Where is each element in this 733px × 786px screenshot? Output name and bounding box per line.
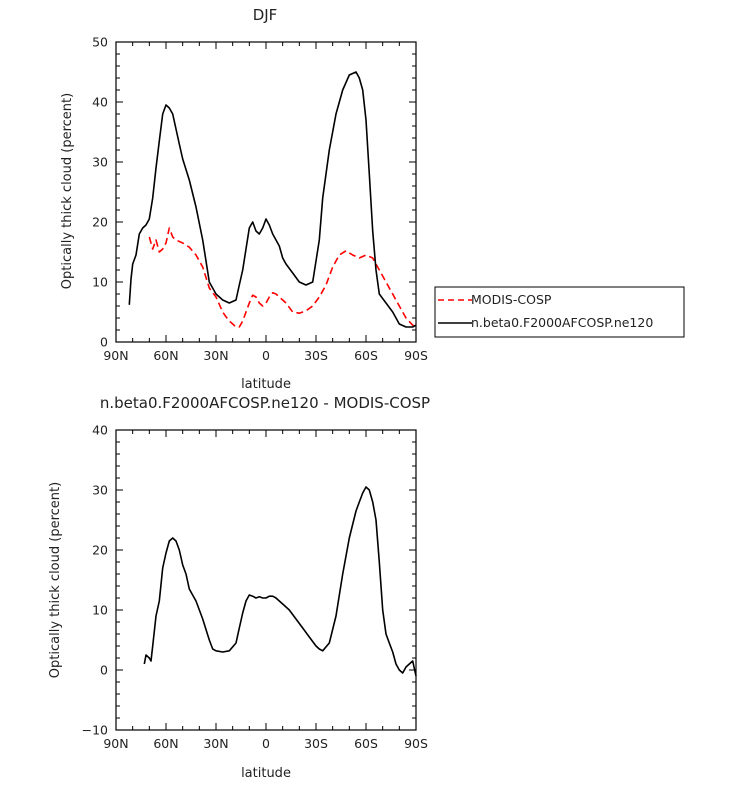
y-tick-label: 40 <box>92 423 108 438</box>
x-tick-label: 60N <box>153 736 178 751</box>
x-tick-label: 60S <box>354 348 378 363</box>
y-tick-label: 0 <box>100 663 108 678</box>
x-tick-label: 0 <box>262 348 270 363</box>
chart-title-top: DJF <box>253 6 278 24</box>
y-tick-label: 0 <box>100 335 108 350</box>
legend-label-modis-cosp: MODIS-COSP <box>471 292 552 307</box>
legend: MODIS-COSP n.beta0.F2000AFCOSP.ne120 <box>434 286 685 338</box>
x-axis-label-bottom: latitude <box>241 766 291 781</box>
x-tick-label: 60S <box>354 736 378 751</box>
x-tick-label: 30S <box>304 348 328 363</box>
x-tick-label: 90S <box>404 348 428 363</box>
legend-box <box>434 286 685 338</box>
x-tick-label: 60N <box>153 348 178 363</box>
y-tick-label: 30 <box>92 155 108 170</box>
x-tick-label: 30N <box>203 348 228 363</box>
x-tick-label: 30S <box>304 736 328 751</box>
y-tick-label: 20 <box>92 543 108 558</box>
x-tick-label: 90N <box>103 736 128 751</box>
y-tick-label: 10 <box>92 275 108 290</box>
series-line-modis-cosp <box>148 227 417 328</box>
x-tick-label: 0 <box>262 736 270 751</box>
x-tick-label: 30N <box>203 736 228 751</box>
y-tick-label: 30 <box>92 483 108 498</box>
y-tick-label: 50 <box>92 35 108 50</box>
plot-area-top: 90N 60N 30N 0 30S 60S 90S 0 10 20 30 40 50 <box>92 35 428 364</box>
chart-title-bottom: n.beta0.F2000AFCOSP.ne120 - MODIS-COSP <box>100 394 430 412</box>
x-tick-label: 90S <box>404 736 428 751</box>
y-axis-label-bottom: Optically thick cloud (percent) <box>48 482 63 678</box>
y-tick-label: −10 <box>82 723 108 738</box>
x-axis-label-top: latitude <box>241 377 291 392</box>
y-tick-label: 10 <box>92 603 108 618</box>
y-tick-label: 20 <box>92 215 108 230</box>
y-tick-label: 40 <box>92 95 108 110</box>
plot-area-bottom: 90N 60N 30N 0 30S 60S 90S −10 0 10 20 30 40 <box>82 423 428 752</box>
series-line-difference-0 <box>143 486 417 677</box>
y-axis-label-top: Optically thick cloud (percent) <box>60 93 75 289</box>
series-line-n-beta0-f2000afcosp-ne120 <box>128 71 417 328</box>
legend-label-model: n.beta0.F2000AFCOSP.ne120 <box>471 315 653 330</box>
x-tick-label: 90N <box>103 348 128 363</box>
